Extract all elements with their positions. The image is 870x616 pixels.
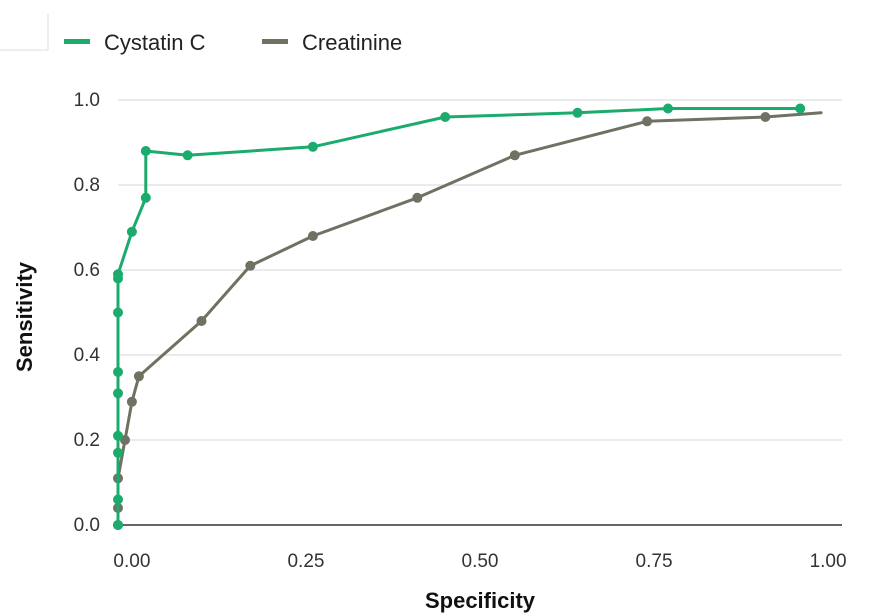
data-point-creatinine: [245, 260, 256, 271]
x-tick-label: 0.00: [113, 551, 150, 572]
legend-label-cystatin-c: Cystatin C: [104, 30, 206, 55]
y-axis-title: Sensitivity: [12, 261, 37, 372]
data-point-cystatin-c: [113, 430, 123, 441]
y-tick-label: 0.2: [74, 430, 100, 451]
x-axis-title: Specificity: [425, 588, 536, 613]
data-point-cystatin-c: [440, 112, 451, 122]
data-point-cystatin-c: [113, 307, 123, 318]
data-point-cystatin-c: [140, 192, 151, 203]
legend-swatch-cystatin-c: [64, 39, 90, 44]
legend-item-cystatin-c: Cystatin C: [64, 30, 206, 55]
series-line-cystatin-c: [116, 107, 802, 527]
data-point-cystatin-c: [182, 150, 193, 161]
legend-swatch-creatinine: [262, 39, 288, 44]
x-tick-label: 0.75: [636, 551, 673, 572]
data-point-cystatin-c: [113, 388, 123, 399]
data-point-cystatin-c: [113, 367, 123, 377]
data-point-creatinine: [412, 192, 423, 203]
series-creatinine: [113, 111, 823, 530]
legend-label-creatinine: Creatinine: [302, 30, 402, 55]
y-tick-label: 1.0: [74, 90, 100, 111]
y-tick-label: 0.4: [74, 345, 101, 366]
data-point-cystatin-c: [126, 226, 137, 237]
legend-item-creatinine: Creatinine: [262, 30, 402, 55]
data-point-cystatin-c: [140, 146, 151, 156]
x-tick-label: 0.50: [462, 551, 499, 572]
data-point-creatinine: [196, 316, 207, 326]
x-tick-label: 1.00: [810, 551, 847, 572]
y-tick-label: 0.8: [74, 175, 100, 196]
data-point-cystatin-c: [663, 103, 673, 114]
data-point-cystatin-c: [307, 141, 318, 152]
series-cystatin-c: [113, 103, 806, 530]
data-point-creatinine: [133, 371, 144, 382]
x-axis-ticks: 0.00 0.25 0.50 0.75 1.00: [113, 551, 846, 572]
x-tick-label: 0.25: [287, 551, 324, 572]
data-point-cystatin-c: [113, 269, 123, 280]
data-point-cystatin-c: [572, 107, 583, 118]
y-tick-label: 0.6: [74, 260, 100, 281]
data-point-cystatin-c: [795, 103, 806, 114]
data-point-creatinine: [126, 396, 137, 407]
data-point-creatinine: [307, 231, 318, 241]
data-point-creatinine: [509, 150, 520, 161]
data-point-creatinine: [642, 116, 653, 127]
gridlines: [118, 99, 842, 526]
data-point-cystatin-c: [113, 494, 123, 505]
data-point-cystatin-c: [113, 447, 123, 458]
series-layer: [113, 103, 823, 530]
series-line-creatinine: [116, 111, 823, 527]
data-point-creatinine: [760, 112, 771, 122]
legend: Cystatin C Creatinine: [64, 30, 402, 55]
data-point-cystatin-c: [113, 520, 123, 530]
y-tick-label: 0.0: [74, 515, 100, 536]
y-axis-ticks: 0.0 0.2 0.4 0.6 0.8 1.0: [74, 90, 101, 536]
